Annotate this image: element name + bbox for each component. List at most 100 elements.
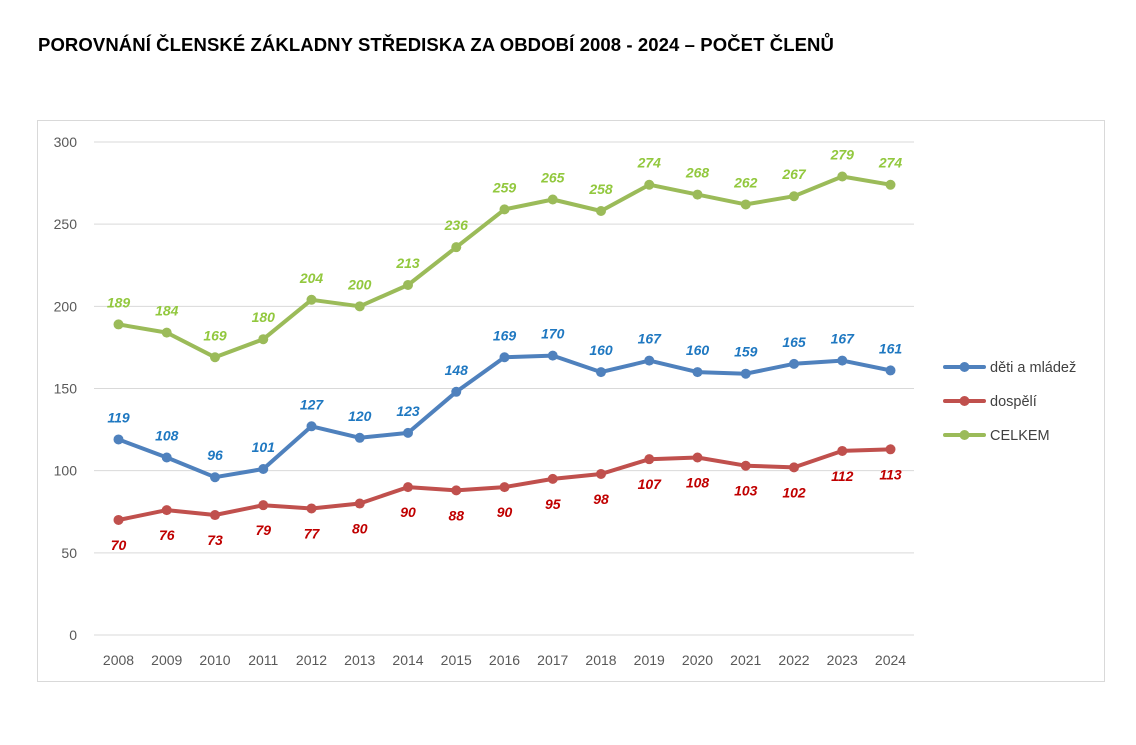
data-label: 148 [445, 362, 469, 378]
data-label: 90 [400, 504, 416, 520]
data-label: 73 [207, 532, 223, 548]
data-label: 101 [252, 439, 276, 455]
data-label: 119 [107, 409, 130, 425]
y-axis-ticks: 0 50 100 150 200 250 300 [54, 134, 78, 643]
data-label: 102 [782, 484, 806, 500]
x-tick-label: 2021 [730, 652, 761, 668]
data-point [740, 199, 751, 210]
data-point [403, 482, 413, 493]
data-point [451, 242, 462, 253]
data-point [644, 454, 655, 465]
data-label: 103 [734, 483, 758, 499]
data-label: 108 [686, 475, 710, 491]
data-point [161, 452, 172, 463]
data-point [596, 367, 606, 378]
data-point [258, 334, 269, 345]
x-tick-label: 2018 [585, 652, 616, 668]
x-tick-label: 2013 [344, 652, 375, 668]
series-line [116, 353, 893, 480]
data-label: 213 [395, 255, 420, 271]
x-tick-label: 2022 [778, 652, 809, 668]
data-point [692, 367, 703, 378]
data-point [354, 301, 365, 312]
data-point [258, 500, 269, 511]
data-point [354, 498, 365, 509]
data-point [547, 473, 558, 484]
data-point [210, 472, 220, 483]
data-point [885, 444, 896, 455]
data-point [210, 352, 220, 363]
data-label: 159 [734, 344, 758, 360]
x-tick-label: 2016 [489, 652, 520, 668]
data-label: 95 [545, 496, 561, 512]
data-label: 268 [685, 165, 710, 181]
data-label: 200 [347, 276, 372, 292]
data-label: 96 [207, 447, 223, 463]
data-label: 170 [541, 326, 565, 342]
data-point [692, 189, 703, 200]
chart-frame [37, 120, 1105, 682]
data-label: 267 [781, 166, 807, 182]
data-point [885, 179, 896, 190]
data-point [451, 386, 462, 397]
data-labels: 119 108 96 101 127 120 123 148 169 170 160 167 160 15… [107, 147, 903, 553]
data-label: 79 [255, 522, 271, 538]
data-label: 107 [638, 476, 663, 492]
x-tick-label: 2020 [682, 652, 713, 668]
data-point [644, 179, 655, 190]
data-label: 262 [733, 174, 758, 190]
data-point [692, 452, 703, 463]
data-label: 259 [492, 179, 517, 195]
data-point [306, 421, 317, 432]
data-point [547, 194, 558, 205]
x-tick-label: 2017 [537, 652, 568, 668]
data-label: 279 [830, 147, 855, 163]
data-point [161, 327, 172, 338]
data-label: 76 [159, 527, 175, 543]
data-point [644, 355, 655, 366]
data-label: 90 [497, 504, 513, 520]
data-label: 160 [686, 342, 710, 358]
data-point [499, 482, 510, 493]
data-label: 160 [589, 342, 613, 358]
data-label: 120 [348, 408, 372, 424]
data-label: 274 [637, 155, 662, 171]
data-label: 161 [879, 340, 903, 356]
data-point [596, 206, 606, 217]
x-tick-label: 2019 [634, 652, 665, 668]
data-point [113, 319, 124, 330]
gridlines [94, 141, 914, 636]
x-tick-label: 2015 [441, 652, 472, 668]
data-label: 184 [155, 303, 179, 319]
y-tick-label: 250 [54, 216, 78, 232]
data-label: 169 [203, 327, 227, 343]
data-point [403, 427, 413, 438]
y-tick-label: 200 [54, 298, 78, 314]
data-point [258, 464, 269, 475]
data-label: 80 [352, 521, 368, 537]
data-point [837, 445, 848, 456]
x-tick-label: 2011 [248, 652, 278, 668]
data-label: 165 [782, 334, 806, 350]
y-tick-label: 0 [69, 627, 77, 643]
series-group [113, 171, 896, 525]
data-point [113, 514, 124, 525]
data-label: 167 [831, 331, 856, 347]
data-point [789, 191, 799, 202]
data-label: 77 [304, 525, 321, 541]
data-point [596, 468, 606, 479]
x-tick-label: 2008 [103, 652, 134, 668]
legend-label: dospělí [990, 394, 1037, 410]
data-label: 108 [155, 428, 179, 444]
data-label: 127 [300, 396, 325, 412]
x-tick-label: 2012 [296, 652, 327, 668]
data-point [740, 368, 751, 379]
x-tick-label: 2009 [151, 652, 182, 668]
data-label: 123 [396, 403, 420, 419]
data-point [306, 503, 317, 514]
x-tick-label: 2024 [875, 652, 906, 668]
x-tick-label: 2014 [392, 652, 423, 668]
data-label: 88 [448, 507, 464, 523]
data-label: 265 [540, 170, 565, 186]
